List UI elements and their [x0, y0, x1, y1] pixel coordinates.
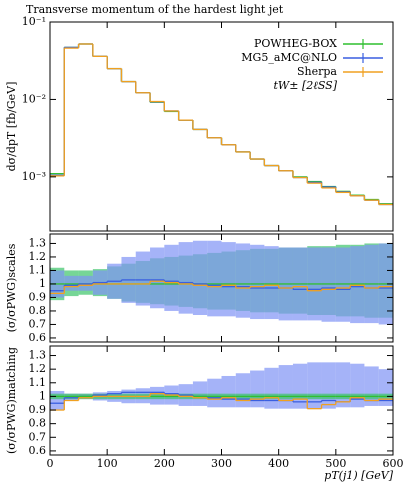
band [264, 367, 279, 409]
band [350, 363, 365, 408]
band [150, 247, 165, 309]
y-tick-label: 0.9 [29, 290, 47, 303]
x-tick-label: 400 [268, 457, 289, 470]
x-tick-label: 500 [325, 457, 346, 470]
legend-label: MG5_aMC@NLO [241, 51, 337, 64]
y-tick-label: 0.9 [29, 403, 47, 416]
y-tick-label: 1 [39, 389, 46, 402]
x-tick-label: 100 [97, 457, 118, 470]
x-tick-label: 600 [383, 457, 404, 470]
y-tick-label: 1.2 [29, 250, 47, 263]
band [278, 365, 293, 409]
y-tick-label: 1.3 [29, 236, 47, 249]
band [250, 370, 265, 408]
band [221, 375, 236, 408]
y-tick-label: 1 [39, 277, 46, 290]
band [264, 246, 279, 320]
band [335, 247, 351, 322]
y-tick-label: 0.7 [29, 317, 47, 330]
annotation: tW± [2ℓSS] [274, 79, 338, 92]
y-tick-label: 0.6 [29, 331, 47, 344]
band [78, 275, 93, 291]
legend-label: Sherpa [297, 65, 337, 78]
y-tick-label: 1.2 [29, 362, 47, 375]
x-tick-label: 300 [211, 457, 232, 470]
y-tick-label: 0.6 [29, 444, 47, 457]
y-tick-label: 1.3 [29, 349, 47, 362]
y-tick-label: 10⁻² [22, 92, 46, 105]
y-tick-label: 10⁻¹ [22, 15, 46, 28]
y-axis-label: (σ/σPWG)scales [5, 243, 18, 332]
y-tick-label: 0.8 [29, 304, 47, 317]
y-axis-label: (σ/σPWG)matching [5, 347, 18, 454]
y-tick-label: 1.1 [29, 263, 47, 276]
y-axis-label: dσ/dpT [fb/GeV] [5, 82, 18, 172]
band [135, 251, 151, 306]
band [221, 242, 236, 317]
band [178, 242, 193, 314]
legend-label: POWHEG-BOX [254, 37, 337, 50]
y-tick-label: 10⁻³ [22, 170, 46, 183]
band [235, 373, 251, 408]
y-tick-label: 0.8 [29, 417, 47, 430]
band [321, 362, 336, 409]
plot-frame [49, 21, 394, 232]
band [207, 240, 222, 317]
band [350, 246, 365, 324]
y-tick-label: 1.1 [29, 376, 47, 389]
band [235, 243, 251, 318]
band [192, 240, 208, 315]
band [207, 378, 222, 408]
band [335, 362, 351, 408]
chart-title: Transverse momentum of the hardest light… [26, 3, 284, 16]
band [321, 247, 336, 322]
x-axis-label: pT(j1) [GeV] [324, 469, 393, 482]
x-tick-label: 200 [154, 457, 175, 470]
y-tick-label: 0.7 [29, 430, 47, 443]
x-tick-label: 0 [47, 457, 54, 470]
band [64, 275, 79, 291]
band [164, 244, 179, 311]
band [250, 244, 265, 320]
